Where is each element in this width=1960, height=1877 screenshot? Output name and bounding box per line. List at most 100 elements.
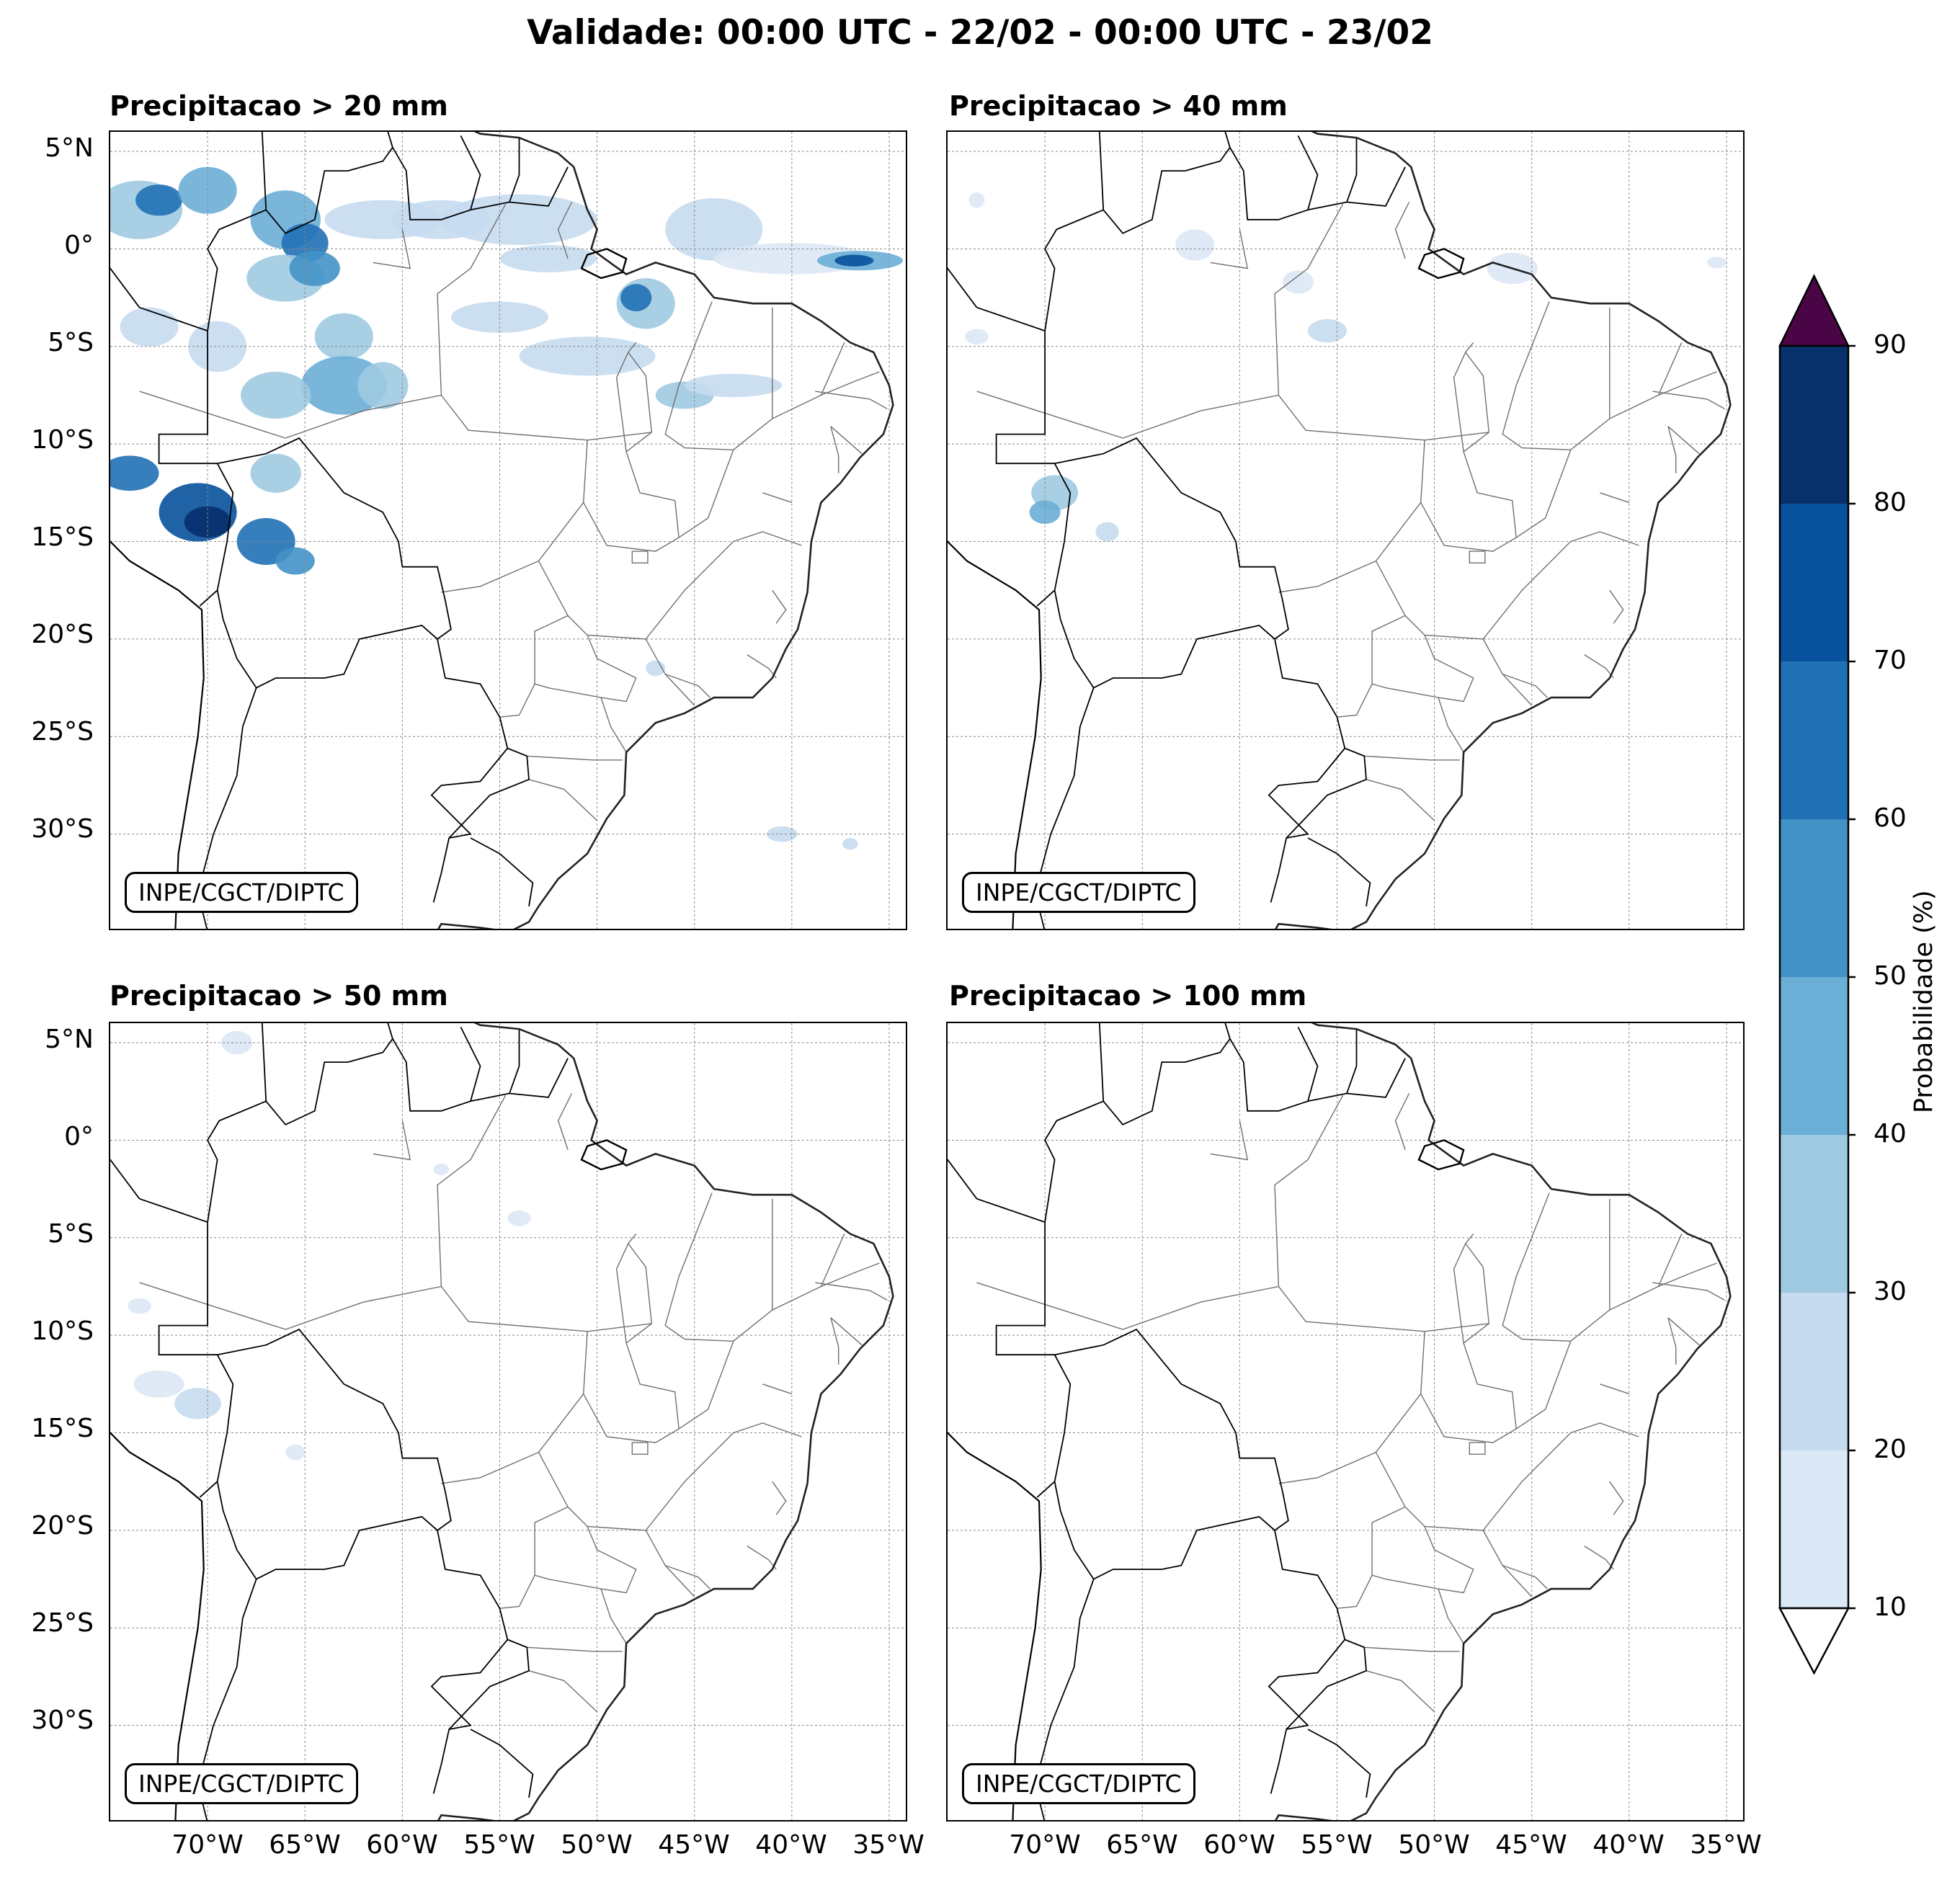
state-border [600,697,627,753]
state-border [1278,501,1422,593]
state-border [762,1383,793,1395]
precip-area [834,254,874,267]
state-border [1453,1243,1466,1344]
state-border [1482,1530,1548,1590]
precip-area [289,251,340,286]
country-border [392,1026,481,1112]
state-border [534,1526,637,1594]
state-border [772,589,787,624]
state-border [1337,1506,1406,1609]
state-border [1502,1565,1533,1597]
marajo-island [1417,1139,1465,1171]
colorbar-tick: 40 [1874,1119,1907,1149]
precip-area [685,373,783,398]
country-border [509,1058,569,1098]
country-border [110,1159,141,1200]
precip-area [1307,318,1347,343]
lon-label: 50°W [561,1830,633,1860]
state-border [527,1646,623,1652]
country-border [948,1159,978,1200]
colorbar-tick: 80 [1874,488,1907,517]
country-border [1286,1639,1367,1730]
state-border [1584,1546,1614,1570]
lat-label: 20°S [31,620,94,649]
country-border [509,166,569,207]
country-border [1307,138,1358,211]
state-border [1502,1192,1572,1430]
state-border [821,371,880,396]
state-border [1658,1262,1717,1288]
state-border [499,1506,569,1609]
country-border [139,1198,509,1794]
state-border [664,674,695,706]
state-border [1371,635,1474,703]
state-border [139,1282,652,1332]
state-border [1652,1282,1725,1301]
state-border [830,1317,839,1365]
country-border [1286,747,1367,839]
lat-label: 20°S [31,1511,94,1541]
state-border [1375,531,1639,640]
state-border [664,1565,695,1597]
lon-label: 55°W [1301,1830,1373,1860]
watermark-label: INPE/CGCT/DIPTC [125,872,358,913]
colorbar-tick: 10 [1874,1592,1907,1622]
precip-area [241,372,311,419]
state-border [830,1317,863,1346]
watermark-label: INPE/CGCT/DIPTC [962,872,1195,913]
state-border [1394,1093,1410,1151]
state-border [373,229,411,269]
panel-title-20mm: Precipitacao > 20 mm [110,90,448,122]
country-border [976,1198,1346,1794]
state-border [528,779,598,821]
state-border [1366,1670,1435,1713]
precip-area [135,184,182,216]
precip-area [450,301,549,333]
state-border [664,301,734,538]
precip-area [507,1210,531,1226]
precip-area [120,307,179,347]
state-border [1658,371,1717,396]
state-border [664,1192,734,1430]
precip-area [1282,270,1314,294]
map-canvas [110,132,906,929]
state-border [1667,1317,1700,1346]
state-border [631,1442,649,1455]
lat-label: 0° [64,231,94,260]
state-border [615,352,629,452]
lon-label: 40°W [1592,1830,1665,1860]
map-panel-40mm: INPE/CGCT/DIPTC [946,130,1745,930]
map-canvas [110,1023,906,1820]
state-border [1364,755,1460,761]
country-border [199,589,218,607]
lon-label: 45°W [658,1830,730,1860]
state-border [1366,779,1435,821]
state-border [815,1282,888,1301]
map-panel-20mm: INPE/CGCT/DIPTC [109,130,907,930]
state-border [1420,1233,1517,1443]
country-border [217,437,452,640]
country-border [448,747,530,839]
precip-area [499,245,597,272]
state-border [534,635,637,703]
watermark-label: INPE/CGCT/DIPTC [962,1763,1195,1804]
state-border [557,1093,573,1151]
state-border [1609,589,1624,624]
lat-label: 5°S [48,1219,94,1249]
precip-area [968,192,985,208]
lat-label: 25°S [31,717,94,746]
precip-area [188,321,247,372]
country-border [265,1023,393,1125]
map-canvas [948,132,1743,929]
state-border [1570,307,1611,450]
lon-label: 35°W [852,1830,925,1860]
country-border [1346,166,1406,207]
country-border [1307,1029,1358,1102]
lon-label: 65°W [1106,1830,1178,1860]
colorbar-segment [1780,1293,1848,1450]
state-border [1274,1094,1344,1287]
lat-label: 5°N [45,1025,94,1054]
state-border [437,1094,507,1287]
precip-area [357,362,409,409]
state-border [815,391,888,410]
